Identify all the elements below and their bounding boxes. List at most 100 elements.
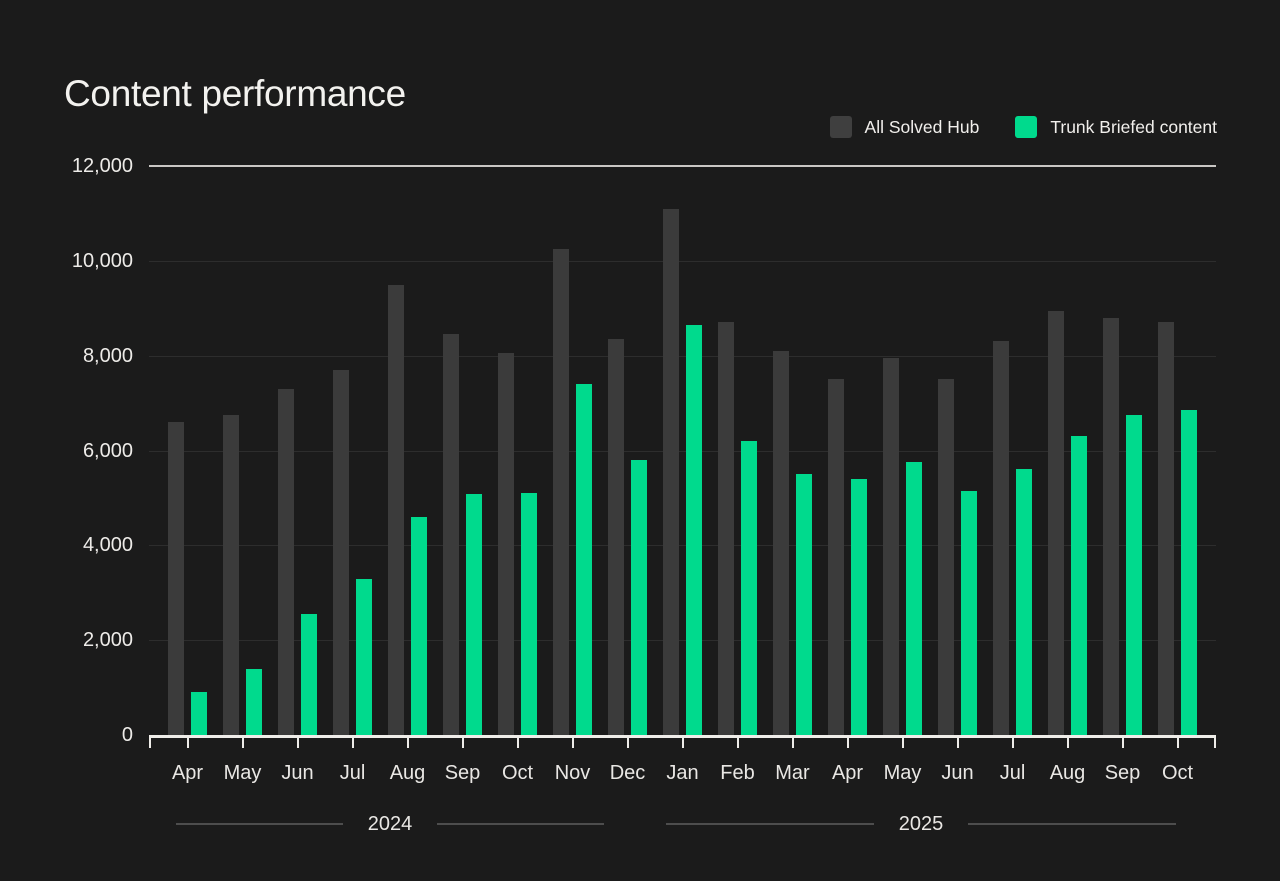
- bar-trunk-briefed-content: [1181, 410, 1197, 735]
- x-axis-tick: [352, 737, 354, 748]
- bar-all-solved-hub: [718, 322, 734, 735]
- bar-group-mar-11: [765, 166, 820, 735]
- x-axis-tick: [407, 737, 409, 748]
- bar-trunk-briefed-content: [246, 669, 262, 735]
- bar-trunk-briefed-content: [191, 692, 207, 735]
- x-axis-tick: [149, 737, 151, 748]
- bar-trunk-briefed-content: [686, 325, 702, 735]
- bar-trunk-briefed-content: [796, 474, 812, 735]
- bar-group-dec-8: [600, 166, 655, 735]
- bar-all-solved-hub: [168, 422, 184, 735]
- x-axis-tick: [737, 737, 739, 748]
- x-axis-tick: [297, 737, 299, 748]
- x-axis-tick: [242, 737, 244, 748]
- bar-group-oct-18: [1150, 166, 1205, 735]
- y-axis-tick-label: 12,000: [43, 153, 133, 179]
- x-axis-month-label: Mar: [765, 762, 820, 785]
- bar-trunk-briefed-content: [851, 479, 867, 735]
- legend-swatch: [1015, 116, 1037, 138]
- bar-trunk-briefed-content: [741, 441, 757, 735]
- x-axis-tick: [682, 737, 684, 748]
- chart-card: Content performance All Solved HubTrunk …: [0, 0, 1280, 881]
- bar-all-solved-hub: [883, 358, 899, 735]
- y-axis-tick-label: 6,000: [43, 438, 133, 464]
- bar-group-jun-14: [930, 166, 985, 735]
- y-axis-tick-label: 8,000: [43, 343, 133, 369]
- bar-group-apr-12: [820, 166, 875, 735]
- bar-all-solved-hub: [388, 285, 404, 735]
- x-axis-month-label: Jun: [930, 762, 985, 785]
- x-axis-month-labels: AprMayJunJulAugSepOctNovDecJanFebMarAprM…: [149, 762, 1216, 785]
- legend-label: All Solved Hub: [865, 117, 980, 138]
- y-axis-tick-label: 0: [43, 722, 133, 748]
- x-axis-tick: [847, 737, 849, 748]
- x-axis-tick: [957, 737, 959, 748]
- x-axis-tick: [1012, 737, 1014, 748]
- bar-trunk-briefed-content: [301, 614, 317, 735]
- bar-group-jun-2: [270, 166, 325, 735]
- x-axis-month-label: Apr: [160, 762, 215, 785]
- bar-all-solved-hub: [938, 379, 954, 735]
- y-axis-tick-label: 4,000: [43, 532, 133, 558]
- bar-all-solved-hub: [608, 339, 624, 735]
- bar-trunk-briefed-content: [906, 462, 922, 735]
- bar-all-solved-hub: [223, 415, 239, 735]
- bar-all-solved-hub: [1158, 322, 1174, 735]
- bar-all-solved-hub: [773, 351, 789, 735]
- plot-area: 12,00010,0008,0006,0004,0002,0000 AprMay…: [149, 166, 1216, 735]
- bar-all-solved-hub: [553, 249, 569, 735]
- bar-all-solved-hub: [443, 334, 459, 735]
- x-axis-month-label: Nov: [545, 762, 600, 785]
- x-axis-tick: [517, 737, 519, 748]
- bar-trunk-briefed-content: [1126, 415, 1142, 735]
- bar-group-jul-15: [985, 166, 1040, 735]
- bar-all-solved-hub: [333, 370, 349, 735]
- x-axis-month-label: Jun: [270, 762, 325, 785]
- bar-trunk-briefed-content: [521, 493, 537, 735]
- bar-trunk-briefed-content: [466, 494, 482, 735]
- bar-trunk-briefed-content: [1071, 436, 1087, 735]
- bar-group-feb-10: [710, 166, 765, 735]
- bar-all-solved-hub: [1103, 318, 1119, 735]
- bar-trunk-briefed-content: [356, 579, 372, 735]
- bar-group-nov-7: [545, 166, 600, 735]
- legend-label: Trunk Briefed content: [1050, 117, 1217, 138]
- bar-all-solved-hub: [1048, 311, 1064, 735]
- bar-group-aug-4: [380, 166, 435, 735]
- bar-group-apr-0: [160, 166, 215, 735]
- x-axis-tick: [1067, 737, 1069, 748]
- legend-swatch: [830, 116, 852, 138]
- bar-all-solved-hub: [278, 389, 294, 735]
- x-axis-month-label: Oct: [490, 762, 545, 785]
- x-axis-month-label: Dec: [600, 762, 655, 785]
- bar-trunk-briefed-content: [1016, 469, 1032, 735]
- legend-item: Trunk Briefed content: [1015, 116, 1217, 138]
- x-axis-tick: [1214, 737, 1216, 748]
- bar-group-aug-16: [1040, 166, 1095, 735]
- bar-group-sep-17: [1095, 166, 1150, 735]
- year-label: 2024: [368, 813, 413, 836]
- year-divider-rule: [666, 823, 874, 825]
- x-axis-tick: [627, 737, 629, 748]
- bar-all-solved-hub: [498, 353, 514, 735]
- x-axis-month-label: Feb: [710, 762, 765, 785]
- x-axis-month-label: Apr: [820, 762, 875, 785]
- bar-all-solved-hub: [663, 209, 679, 735]
- legend-item: All Solved Hub: [830, 116, 980, 138]
- x-axis-tick: [462, 737, 464, 748]
- bar-trunk-briefed-content: [411, 517, 427, 735]
- x-axis-tick: [792, 737, 794, 748]
- bar-all-solved-hub: [993, 341, 1009, 735]
- bar-group-may-13: [875, 166, 930, 735]
- bar-group-oct-6: [490, 166, 545, 735]
- x-axis-tick: [187, 737, 189, 748]
- bar-trunk-briefed-content: [961, 491, 977, 735]
- x-axis-month-label: May: [215, 762, 270, 785]
- x-axis-month-label: Jul: [985, 762, 1040, 785]
- x-axis-month-label: Jul: [325, 762, 380, 785]
- year-divider-2024: 2024: [176, 812, 604, 836]
- x-axis-month-label: Oct: [1150, 762, 1205, 785]
- x-axis-tick: [1177, 737, 1179, 748]
- year-divider-rule: [437, 823, 604, 825]
- year-divider-rule: [176, 823, 343, 825]
